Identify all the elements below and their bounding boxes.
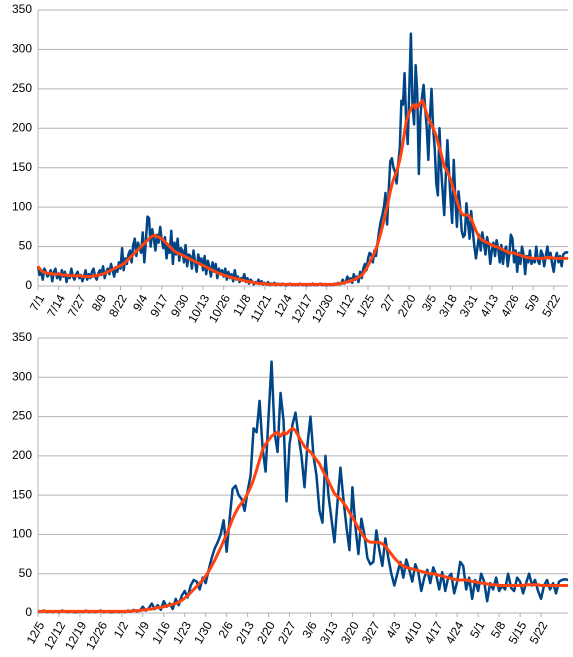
- data-line: [37, 360, 569, 614]
- y-tick-label: 100: [12, 199, 32, 213]
- x-tick-label: 1/2: [111, 619, 132, 641]
- y-tick-label: 250: [12, 81, 32, 95]
- x-tick-label: 5/8: [488, 619, 509, 641]
- x-tick-label: 3/20: [338, 619, 362, 647]
- y-tick-label: 350: [12, 330, 32, 344]
- y-tick-label: 100: [12, 527, 32, 541]
- x-tick-label: 1/25: [354, 292, 378, 320]
- x-tick-label: 1/12: [333, 292, 357, 320]
- y-tick-label: 300: [12, 42, 32, 56]
- x-tick-label: 4/10: [401, 619, 425, 647]
- x-tick-label: 2/20: [395, 292, 419, 320]
- x-tick-label: 1/23: [170, 619, 194, 647]
- y-tick-label: 150: [12, 487, 32, 501]
- x-tick-label: 5/22: [527, 619, 551, 647]
- x-tick-label: 7/14: [44, 292, 68, 320]
- x-tick-label: 3/27: [359, 619, 383, 647]
- x-tick-label: 1/30: [191, 619, 215, 647]
- data-line: [36, 32, 569, 287]
- y-tick-label: 0: [25, 605, 32, 619]
- x-tick-label: 11/21: [248, 292, 275, 325]
- x-tick-label: 3/18: [436, 292, 460, 320]
- x-tick-label: 4/17: [422, 619, 446, 647]
- x-tick-label: 3/6: [299, 619, 320, 641]
- x-tick-label: 4/13: [477, 292, 501, 320]
- x-tick-label: 2/6: [216, 619, 237, 641]
- x-tick-label: 9/17: [147, 292, 171, 320]
- y-tick-label: 200: [12, 120, 32, 134]
- x-tick-label: 5/15: [506, 619, 530, 647]
- y-tick-label: 300: [12, 369, 32, 383]
- x-tick-label: 7/27: [65, 292, 89, 320]
- x-tick-label: 2/13: [233, 619, 257, 647]
- x-tick-label: 3/13: [317, 619, 341, 647]
- y-tick-label: 150: [12, 160, 32, 174]
- x-tick-label: 5/1: [467, 619, 488, 641]
- y-tick-label: 350: [12, 2, 32, 16]
- x-tick-label: 12/26: [83, 619, 110, 652]
- x-tick-label: 4/26: [498, 292, 522, 320]
- x-tick-label: 4/24: [443, 619, 467, 647]
- x-tick-label: 3/31: [457, 292, 481, 320]
- x-tick-label: 5/22: [539, 292, 563, 320]
- y-tick-label: 50: [19, 566, 33, 580]
- x-tick-label: 10/26: [206, 292, 233, 325]
- data-line: [38, 426, 568, 613]
- y-tick-label: 250: [12, 409, 32, 423]
- x-tick-label: 1/9: [132, 619, 153, 641]
- x-tick-label: 2/27: [275, 619, 299, 647]
- x-tick-label: 2/20: [254, 619, 278, 647]
- x-tick-label: 1/16: [149, 619, 173, 647]
- x-tick-label: 12/30: [309, 292, 336, 325]
- data-line: [36, 99, 568, 286]
- y-tick-label: 200: [12, 448, 32, 462]
- y-tick-label: 50: [19, 239, 33, 253]
- x-tick-label: 8/22: [106, 292, 130, 320]
- x-tick-label: 4/3: [383, 619, 404, 641]
- y-tick-label: 0: [25, 278, 32, 292]
